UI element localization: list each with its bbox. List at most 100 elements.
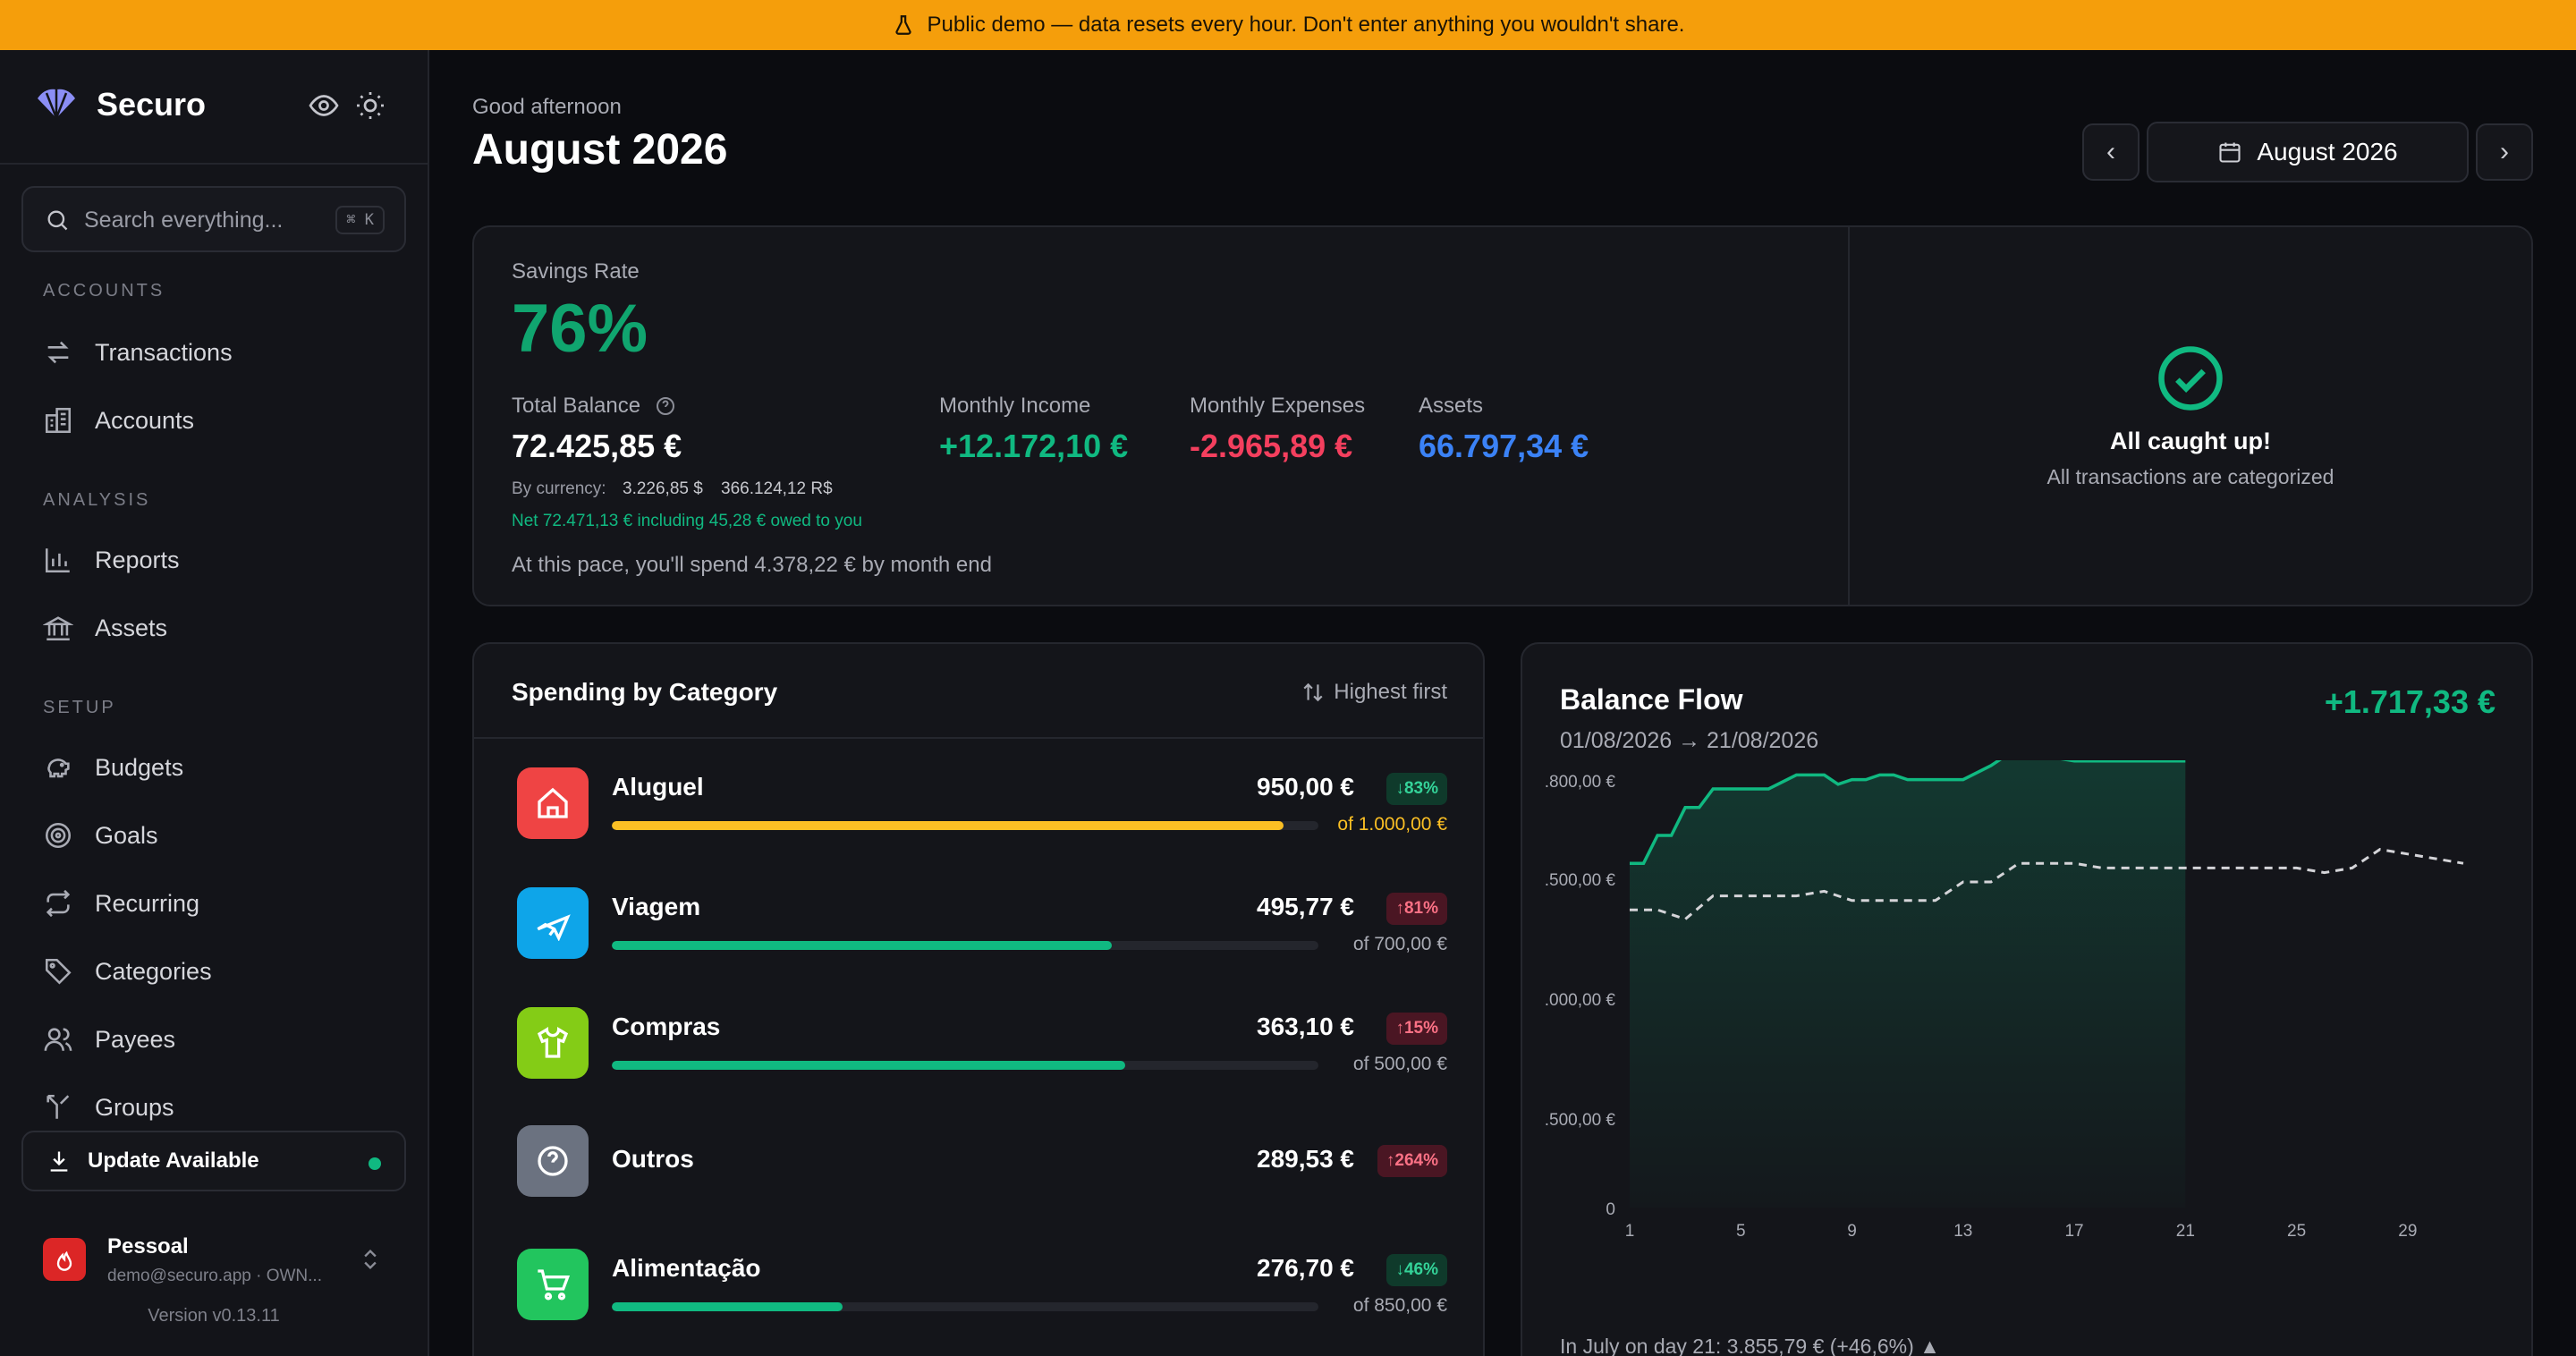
category-change-badge: ↑264% (1377, 1145, 1447, 1177)
sort-toggle[interactable]: Highest first (1301, 680, 1447, 705)
sidebar-item-groups[interactable]: Groups (43, 1086, 174, 1129)
category-amount: 950,00 € (1257, 773, 1354, 801)
home-icon (538, 787, 568, 818)
users-icon (44, 1028, 72, 1051)
greeting: Good afternoon (472, 95, 622, 119)
page-title: August 2026 (472, 126, 728, 174)
balance-flow-chart: .800,00 € .500,00 € .000,00 € .500,00 € 01 5 9… (1545, 760, 2464, 1241)
savings-rate-value: 76% (512, 291, 648, 367)
category-progress-fill (612, 1061, 1125, 1070)
category-progress-bar (612, 941, 1318, 950)
sun-icon[interactable] (354, 89, 386, 122)
category-progress-fill (612, 1302, 843, 1311)
y-tick-label: .500,00 € (1545, 1111, 1616, 1130)
current-month-line (1630, 760, 2186, 865)
category-name: Alimentação (612, 1254, 761, 1282)
shirt-icon (537, 1027, 569, 1058)
account-email: demo@securo.app · OWN... (107, 1267, 322, 1285)
sidebar-item-goals[interactable]: Goals (43, 814, 158, 857)
chevron-updown-icon (364, 1250, 377, 1269)
sidebar-item-payees[interactable]: Payees (43, 1018, 175, 1061)
sidebar-item-reports[interactable]: Reports (43, 538, 180, 581)
sidebar-item-label: Payees (95, 1025, 176, 1053)
sidebar-item-categories[interactable]: Categories (43, 950, 212, 993)
spending-header: Spending by Category Highest first (474, 644, 1483, 739)
category-row[interactable]: Aluguel 950,00 € ↓83% of 1.000,00 € (517, 764, 1447, 844)
next-month-button[interactable]: › (2476, 123, 2533, 181)
sidebar-item-label: Transactions (95, 338, 233, 366)
x-tick-label: 9 (1847, 1222, 1857, 1241)
sort-label: Highest first (1334, 680, 1447, 704)
spending-by-category-card: Spending by Category Highest first Alugu… (472, 642, 1485, 1356)
flask-icon (894, 15, 911, 35)
sidebar-item-label: Categories (95, 957, 212, 985)
savings-rate-label: Savings Rate (512, 259, 640, 284)
sidebar-item-accounts[interactable]: Accounts (43, 399, 194, 442)
category-row[interactable]: Viagem 495,77 € ↑81% of 700,00 € (517, 884, 1447, 964)
net-balance-note: Net 72.471,13 € including 45,28 € owed t… (512, 512, 862, 530)
sidebar-item-label: Recurring (95, 889, 200, 917)
category-budget: of 700,00 € (1352, 934, 1447, 954)
sidebar-item-budgets[interactable]: Budgets (43, 746, 183, 789)
search-placeholder: Search everything... (84, 208, 284, 233)
x-tick-label: 21 (2176, 1222, 2195, 1241)
month-picker-label: August 2026 (2257, 138, 2398, 165)
category-row[interactable]: Alimentação 276,70 € ↓46% of 850,00 € (517, 1245, 1447, 1326)
category-amount: 495,77 € (1257, 893, 1354, 920)
search-shortcut: ⌘ K (335, 206, 385, 234)
category-icon-tile (517, 767, 589, 839)
banner-text: Public demo — data resets every hour. Do… (927, 13, 1685, 37)
piggy-bank-icon (47, 759, 70, 778)
sort-arrows-icon (1303, 682, 1323, 702)
sidebar-item-recurring[interactable]: Recurring (43, 882, 199, 925)
demo-banner: Public demo — data resets every hour. Do… (0, 0, 2576, 50)
sidebar-item-label: Budgets (95, 753, 184, 781)
category-budget: of 850,00 € (1352, 1295, 1447, 1316)
category-row[interactable]: Compras 363,10 € ↑15% of 500,00 € (517, 1004, 1447, 1084)
monthly-expenses-value: -2.965,89 € (1190, 428, 1353, 464)
month-picker[interactable]: August 2026 (2147, 122, 2469, 182)
search-icon (47, 210, 68, 231)
balance-flow-range: 01/08/2026 → 21/08/2026 (1560, 728, 1819, 753)
balance-flow-card: Balance Flow 01/08/2026 → 21/08/2026 +1.… (1521, 642, 2533, 1356)
y-tick-label: .500,00 € (1545, 871, 1616, 890)
category-icon-tile (517, 887, 589, 959)
check-circle-icon (2158, 346, 2223, 411)
download-icon (50, 1151, 68, 1172)
flame-icon (56, 1250, 72, 1271)
sidebar-item-transactions[interactable]: Transactions (43, 331, 233, 374)
update-status-dot (369, 1157, 381, 1170)
x-tick-label: 29 (2398, 1222, 2417, 1241)
category-icon-tile (517, 1007, 589, 1079)
monthly-income-value: +12.172,10 € (939, 428, 1129, 464)
monthly-income-label: Monthly Income (939, 394, 1091, 418)
category-name: Viagem (612, 893, 701, 920)
eye-icon[interactable] (308, 89, 340, 122)
category-amount: 363,10 € (1257, 1013, 1354, 1040)
by-currency-label: By currency: (512, 479, 606, 498)
arrows-exchange-icon (47, 341, 69, 364)
calendar-icon (2219, 142, 2241, 163)
app-version: Version v0.13.11 (148, 1306, 280, 1326)
sidebar-item-label: Goals (95, 821, 158, 849)
caught-up-title: All caught up! (2110, 428, 2271, 454)
category-change-badge: ↓46% (1386, 1254, 1447, 1286)
current-month-area (1630, 760, 2186, 1208)
brand-header: Securo (0, 50, 428, 165)
category-progress-bar (612, 1302, 1318, 1311)
sidebar-item-assets[interactable]: Assets (43, 606, 167, 649)
update-available-button[interactable]: Update Available (21, 1131, 406, 1191)
x-tick-label: 5 (1736, 1222, 1746, 1241)
plane-icon (537, 914, 571, 941)
help-circle-icon[interactable] (655, 395, 676, 417)
category-row[interactable]: Outros 289,53 € ↑264% (517, 1125, 1447, 1206)
search-input[interactable]: Search everything... ⌘ K (21, 186, 406, 252)
x-tick-label: 25 (2287, 1222, 2306, 1241)
prev-month-button[interactable]: ‹ (2082, 123, 2140, 181)
category-name: Outros (612, 1145, 694, 1173)
category-icon-tile (517, 1125, 589, 1197)
sidebar-item-label: Reports (95, 546, 180, 573)
total-balance-label: Total Balance (512, 394, 641, 418)
account-switcher[interactable]: Pessoal demo@securo.app · OWN... (43, 1231, 401, 1293)
x-tick-label: 1 (1625, 1222, 1635, 1241)
